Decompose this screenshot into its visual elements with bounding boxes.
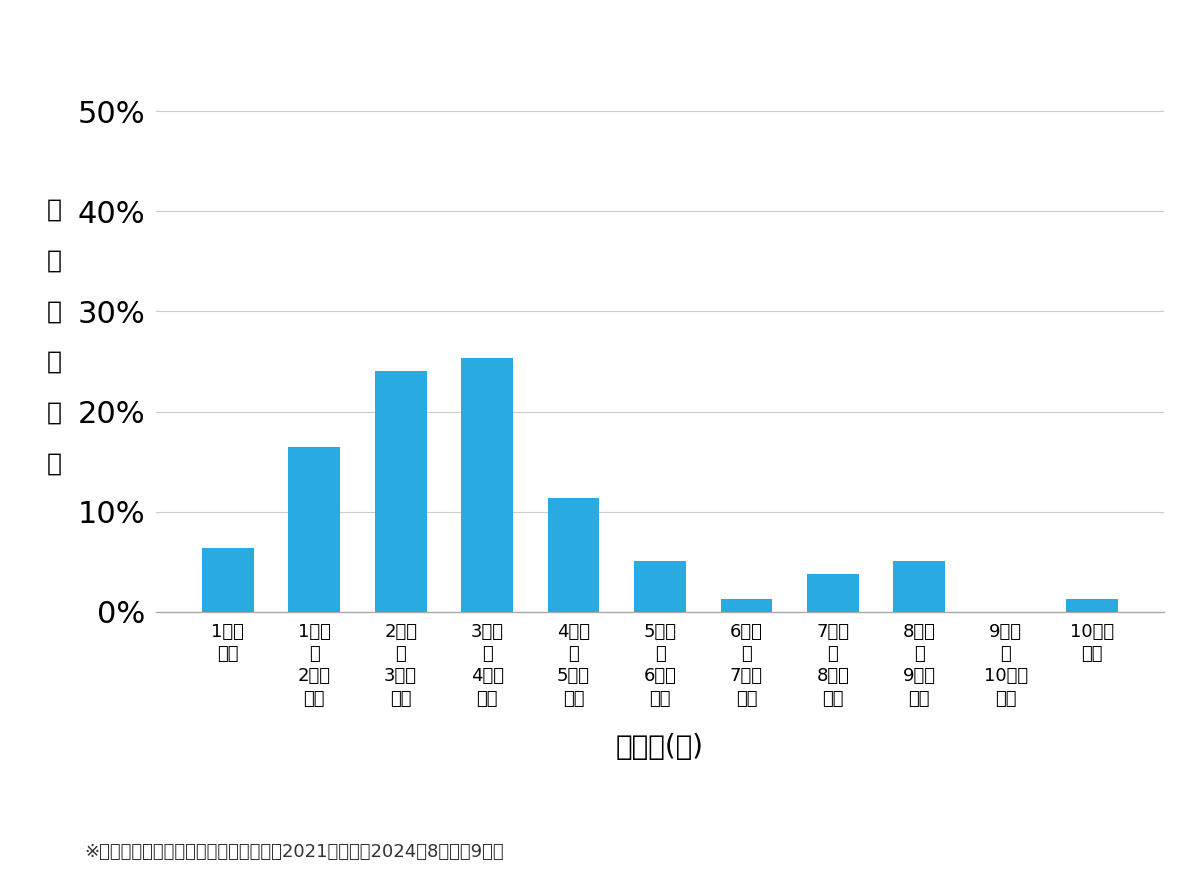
Bar — [288, 447, 340, 612]
Bar — [806, 574, 859, 612]
X-axis label: 価格帯(円): 価格帯(円) — [616, 732, 704, 760]
Bar — [634, 561, 686, 612]
Bar — [461, 358, 514, 612]
Bar — [374, 371, 426, 612]
Text: 合: 合 — [47, 451, 61, 475]
Text: ※弊社受付の案件を対象に集計（期間：2021年１月～2024年8月、桹9件）: ※弊社受付の案件を対象に集計（期間：2021年１月～2024年8月、桹9件） — [84, 843, 504, 861]
Text: 帯: 帯 — [47, 299, 61, 323]
Text: 割: 割 — [47, 400, 61, 425]
Bar — [720, 600, 773, 612]
Text: 価: 価 — [47, 198, 61, 222]
Bar — [894, 561, 946, 612]
Text: 格: 格 — [47, 248, 61, 273]
Bar — [1067, 600, 1118, 612]
Bar — [547, 498, 600, 612]
Bar — [202, 549, 253, 612]
Text: の: の — [47, 350, 61, 374]
